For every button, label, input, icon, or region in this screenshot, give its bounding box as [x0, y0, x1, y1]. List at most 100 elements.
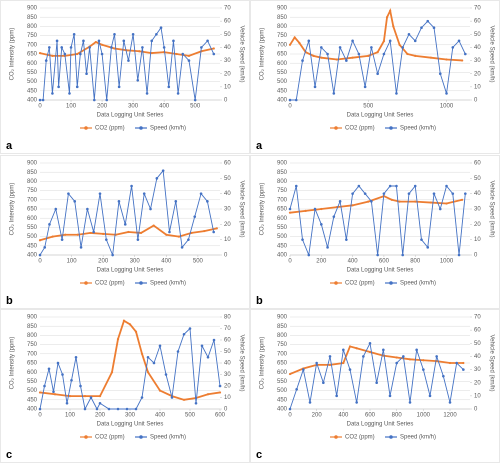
data-point [367, 200, 370, 203]
x-tick-label: 500 [193, 259, 204, 265]
data-point [74, 355, 78, 359]
y-tick-label: 650 [277, 207, 288, 213]
data-point [194, 401, 198, 405]
data-point [212, 52, 216, 56]
legend-label: Speed (km/h) [400, 281, 436, 287]
data-point [180, 246, 184, 249]
data-point [51, 235, 54, 238]
y2-tick-label: 60 [224, 19, 231, 25]
y-tick-label: 700 [277, 197, 288, 203]
x-tick-label: 500 [190, 104, 201, 110]
y-axis-title: CO₂ Intensity (ppm) [260, 183, 266, 236]
y-tick-label: 900 [27, 161, 38, 167]
chart-panel: 4004505005506006507007508008509000102030… [0, 155, 250, 309]
y-tick-label: 750 [27, 188, 38, 194]
data-point [79, 52, 82, 56]
y-tick-label: 400 [277, 98, 288, 104]
data-point [79, 246, 83, 249]
x-tick-label: 0 [288, 413, 292, 419]
y-tick-label: 900 [277, 6, 288, 12]
legend-marker [139, 435, 143, 439]
y-tick-label: 600 [27, 216, 38, 222]
data-point [382, 40, 386, 43]
y-tick-label: 800 [277, 24, 288, 30]
data-point [375, 381, 378, 385]
y-tick-label: 850 [27, 170, 38, 176]
data-point [382, 52, 386, 56]
y2-tick-label: 20 [224, 71, 231, 77]
y-tick-label: 850 [277, 170, 288, 176]
x-tick-label: 200 [97, 104, 108, 110]
data-point [392, 25, 395, 28]
data-point [187, 238, 190, 241]
data-point [117, 200, 121, 203]
data-point [168, 230, 171, 234]
y2-tick-label: 30 [474, 367, 481, 373]
data-point [328, 363, 332, 366]
data-point [445, 58, 448, 61]
data-point [152, 224, 155, 227]
data-point [38, 98, 42, 102]
data-point [315, 361, 318, 365]
y2-tick-label: 40 [224, 361, 231, 367]
data-point [100, 52, 104, 56]
data-point [134, 330, 138, 333]
data-point [102, 232, 105, 235]
panel-label: a [256, 140, 263, 152]
y-tick-label: 650 [27, 52, 38, 58]
data-point [345, 59, 348, 62]
data-point [357, 52, 361, 56]
y-tick-label: 550 [277, 225, 288, 231]
x-tick-label: 200 [98, 259, 109, 265]
data-point [312, 54, 315, 57]
y2-tick-label: 60 [474, 328, 481, 334]
data-point [92, 230, 95, 234]
data-point [445, 92, 448, 95]
data-point [376, 253, 379, 257]
data-point [414, 200, 417, 203]
data-point [57, 85, 60, 89]
data-point [407, 192, 411, 195]
legend-label: Speed (km/h) [150, 126, 186, 132]
data-point [150, 51, 153, 55]
data-point [462, 361, 465, 365]
y2-tick-label: 60 [224, 161, 231, 167]
data-point [328, 355, 332, 358]
data-point [177, 235, 181, 238]
data-point [38, 407, 42, 411]
y2-tick-label: 70 [474, 6, 481, 12]
data-point [172, 39, 175, 43]
data-point [161, 169, 165, 172]
y-tick-label: 850 [277, 15, 288, 21]
y-axis-title: CO₂ Intensity (ppm) [260, 28, 266, 81]
data-point [76, 52, 79, 56]
data-point [47, 367, 51, 371]
x-axis-title: Data Logging Unit Series [97, 422, 164, 428]
y2-tick-label: 20 [474, 380, 481, 386]
data-point [461, 198, 464, 201]
data-point [155, 177, 159, 180]
legend-marker [389, 281, 393, 285]
data-point [355, 401, 358, 404]
y2-tick-label: 80 [224, 315, 231, 321]
series-line [39, 327, 221, 411]
data-point [288, 211, 292, 214]
y-tick-label: 450 [27, 397, 38, 403]
y2-tick-label: 50 [474, 176, 481, 182]
data-point [293, 36, 296, 39]
chart-panel: 4004505005506006507007508008509000102030… [250, 0, 500, 154]
y2-tick-label: 30 [474, 207, 481, 213]
data-point [368, 341, 372, 345]
data-point [455, 361, 458, 365]
y-tick-label: 500 [27, 234, 38, 240]
data-point [64, 233, 67, 236]
x-tick-label: 600 [215, 413, 226, 419]
y2-tick-label: 10 [224, 84, 231, 90]
y2-axis-title: Vehicle Speed (km/h) [238, 180, 244, 237]
data-point [136, 78, 140, 82]
data-point [55, 39, 59, 43]
y-tick-label: 750 [27, 342, 38, 348]
data-point [105, 238, 108, 241]
y-tick-label: 800 [277, 179, 288, 185]
x-tick-label: 400 [159, 104, 170, 110]
